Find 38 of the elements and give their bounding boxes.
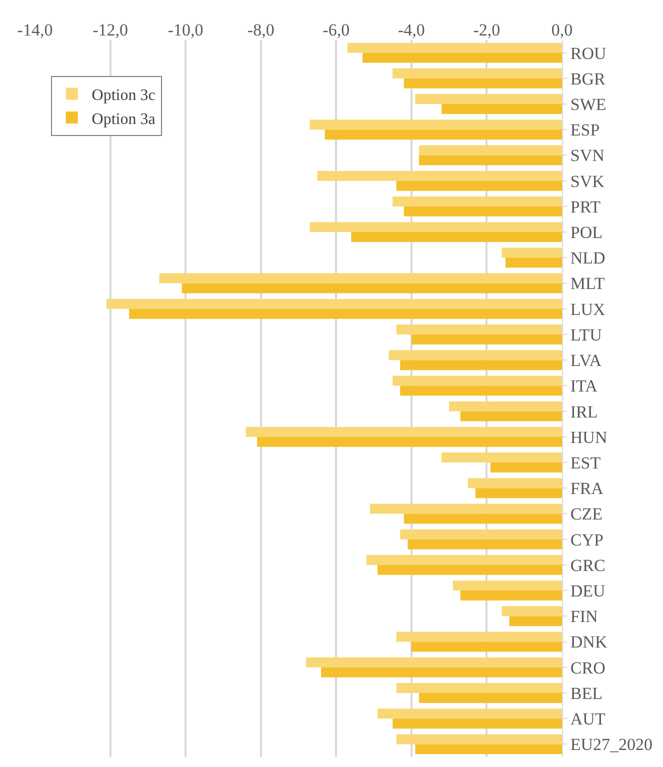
x-tick-label: -10,0: [168, 20, 204, 40]
y-tick-label: LUX: [570, 300, 606, 319]
y-tick-label: DEU: [570, 582, 606, 600]
y-tick-label: ROU: [570, 44, 606, 63]
x-tick-label: -2,0: [473, 20, 500, 40]
y-tick-label: MLT: [570, 274, 606, 294]
y-tick-label: ITA: [570, 376, 598, 396]
y-tick-label: HUN: [570, 428, 608, 447]
y-tick-label: NLD: [570, 248, 606, 268]
x-tick-label: -6,0: [322, 20, 350, 40]
y-tick-label: SVN: [570, 146, 604, 166]
y-tick-label: CZE: [570, 504, 603, 524]
legend-label: Option 3a: [92, 110, 156, 128]
y-tick-label: EST: [570, 453, 602, 472]
y-tick-label: PRT: [570, 197, 602, 216]
y-tick-label: AUT: [570, 710, 606, 729]
y-tick-label: FIN: [570, 607, 598, 626]
y-tick-label: EU27_2020: [570, 735, 653, 754]
y-tick-label: SWE: [570, 94, 606, 114]
x-tick-label: -12,0: [92, 20, 128, 40]
x-tick-label: -14,0: [17, 20, 53, 40]
x-tick-label: -4,0: [398, 20, 425, 40]
y-tick-label: SVK: [570, 172, 606, 191]
y-tick-label: POL: [570, 223, 603, 242]
y-tick-label: CYP: [570, 530, 604, 550]
legend-label: Option 3c: [92, 86, 156, 104]
y-tick-label: IRL: [570, 402, 598, 422]
x-tick-label: -8,0: [247, 20, 274, 40]
y-tick-label: DNK: [570, 632, 608, 652]
y-tick-label: BEL: [570, 684, 603, 703]
y-tick-label: FRA: [570, 479, 604, 498]
y-tick-label: CRO: [570, 658, 606, 678]
y-tick-label: LTU: [570, 325, 602, 344]
y-tick-label: BGR: [570, 69, 606, 88]
y-tick-label: GRC: [570, 556, 606, 575]
y-tick-label: ESP: [570, 120, 600, 140]
y-tick-label: LVA: [570, 351, 602, 370]
x-tick-label: 0,0: [551, 20, 573, 40]
